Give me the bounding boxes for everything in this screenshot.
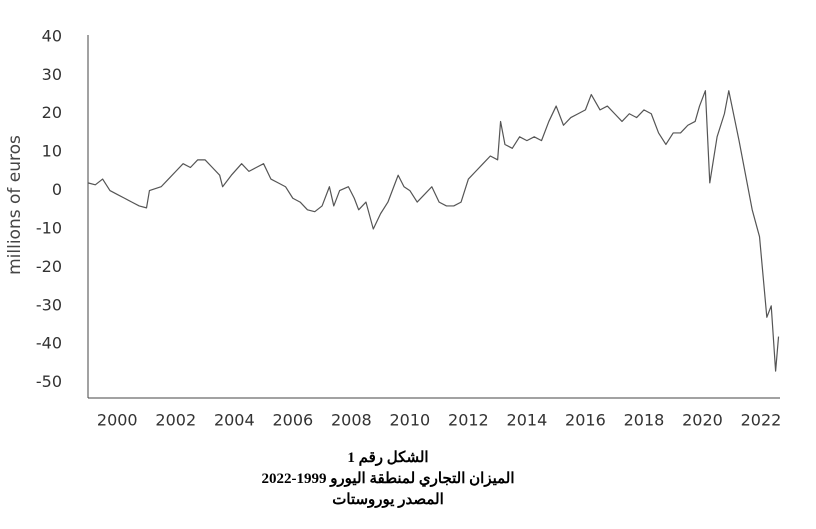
x-tick-label: 2000 [97, 411, 138, 430]
x-tick-label: 2002 [155, 411, 196, 430]
y-tick-label: 30 [42, 65, 62, 84]
data-line [87, 90, 780, 372]
x-tick-label: 2022 [741, 411, 782, 430]
y-tick-label: 40 [42, 26, 62, 45]
x-tick-label: 2010 [390, 411, 431, 430]
caption-line: الميزان التجاري لمنطقة اليورو 1999-2022 [261, 471, 514, 488]
y-tick-label: -40 [36, 334, 62, 353]
x-tick-label: 2016 [565, 411, 606, 430]
x-tick-label: 2008 [331, 411, 372, 430]
y-tick-label: 0 [52, 180, 62, 199]
x-tick-label: 2004 [214, 411, 255, 430]
y-tick-label: 10 [42, 142, 62, 161]
x-tick-label: 2006 [272, 411, 313, 430]
y-tick-label: -10 [36, 218, 62, 237]
y-tick-label: 20 [42, 103, 62, 122]
x-tick-label: 2020 [682, 411, 723, 430]
x-tick-label: 2014 [507, 411, 548, 430]
y-axis-label: millions of euros [5, 135, 25, 275]
y-tick-label: -50 [36, 372, 62, 391]
y-tick-label: -30 [36, 295, 62, 314]
caption-line: المصدر يوروستات [332, 492, 443, 508]
caption-line: الشكل رقم 1 [347, 450, 428, 466]
x-tick-label: 2012 [448, 411, 489, 430]
y-tick-label: -20 [36, 257, 62, 276]
x-tick-label: 2018 [624, 411, 665, 430]
